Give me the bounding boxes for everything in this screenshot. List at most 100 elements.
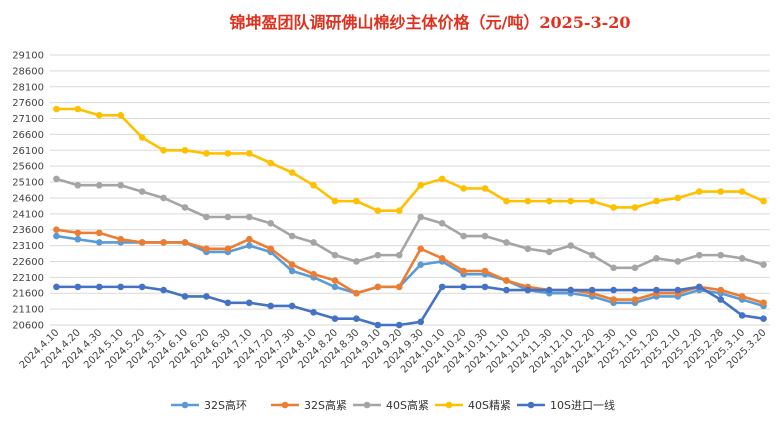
data-point: [395, 207, 403, 214]
data-point: [717, 251, 725, 259]
data-point: [224, 245, 232, 253]
data-point: [395, 251, 403, 259]
data-point: [481, 267, 489, 275]
data-point: [53, 175, 60, 183]
data-point: [545, 286, 553, 294]
data-point: [138, 283, 146, 291]
data-point: [631, 204, 639, 211]
data-point: [160, 239, 167, 246]
data-point: [374, 283, 382, 291]
data-point: [738, 312, 746, 319]
data-point: [395, 321, 403, 329]
data-point: [417, 181, 425, 189]
data-point: [74, 283, 82, 291]
data-point: [224, 213, 232, 221]
data-point: [460, 185, 467, 192]
data-point: [438, 220, 446, 227]
y-tick-label: 20600: [12, 321, 44, 332]
series-line: [56, 285, 764, 327]
data-point: [481, 232, 489, 240]
data-point: [245, 242, 253, 249]
data-point: [267, 159, 275, 167]
data-point: [203, 245, 210, 253]
data-point: [738, 254, 746, 262]
series-3: [53, 175, 767, 272]
data-point: [674, 194, 682, 202]
data-point: [117, 112, 125, 119]
data-point: [524, 197, 532, 205]
series-5: [53, 283, 767, 329]
series-4: [53, 105, 767, 214]
data-point: [74, 235, 82, 243]
data-point: [374, 251, 382, 259]
data-point: [417, 261, 425, 268]
legend-marker: [363, 401, 371, 409]
data-point: [631, 286, 639, 294]
data-point: [331, 197, 339, 205]
data-point: [695, 188, 703, 195]
data-point: [610, 296, 617, 303]
data-point: [567, 242, 575, 249]
data-point: [481, 283, 489, 291]
data-point: [353, 289, 360, 297]
data-point: [653, 254, 660, 262]
data-point: [545, 248, 553, 256]
data-point: [181, 146, 189, 154]
data-point: [53, 232, 60, 240]
y-tick-label: 28100: [12, 82, 44, 93]
data-point: [460, 232, 467, 240]
legend-item: 40S高紧: [353, 398, 429, 412]
data-point: [224, 299, 232, 307]
x-axis-ticks: 2024.4.102024.4.202024.4.302024.5.102024…: [18, 327, 769, 375]
data-point: [74, 105, 82, 113]
data-point: [631, 296, 639, 303]
data-point: [695, 283, 703, 291]
data-point: [588, 197, 596, 205]
series-layer: [53, 105, 767, 329]
data-point: [588, 251, 596, 259]
data-point: [74, 181, 82, 189]
data-point: [310, 270, 317, 278]
data-point: [331, 277, 339, 284]
y-tick-label: 28600: [12, 66, 44, 77]
legend-marker: [281, 401, 289, 409]
data-point: [353, 197, 360, 205]
y-tick-label: 22600: [12, 257, 44, 268]
series-line: [56, 107, 765, 212]
data-point: [288, 261, 296, 268]
data-point: [138, 188, 146, 195]
data-point: [545, 197, 553, 205]
data-point: [674, 258, 682, 265]
y-axis-ticks: 20600 21100 21600 22100 22600 23100 23600 24100…: [12, 51, 44, 332]
y-tick-label: 23600: [12, 225, 44, 236]
data-point: [503, 239, 510, 246]
data-point: [203, 213, 210, 221]
data-point: [138, 239, 146, 246]
legend-label: 32S高环: [204, 398, 247, 412]
y-tick-label: 27600: [12, 98, 44, 109]
y-tick-label: 22100: [12, 273, 44, 284]
y-tick-label: 25600: [12, 162, 44, 173]
data-point: [245, 299, 253, 307]
data-point: [395, 283, 403, 291]
data-point: [74, 229, 82, 237]
y-tick-label: 27100: [12, 114, 44, 125]
data-point: [610, 264, 617, 272]
data-point: [653, 197, 660, 205]
y-tick-label: 29100: [12, 51, 44, 62]
legend-marker: [527, 401, 535, 409]
data-point: [95, 181, 103, 189]
data-point: [503, 277, 510, 284]
y-tick-label: 23100: [12, 241, 44, 252]
data-point: [760, 197, 767, 205]
legend-label: 10S进口一线: [550, 398, 615, 412]
data-point: [310, 239, 317, 246]
legend-item: 32S高环: [171, 398, 247, 412]
data-point: [610, 204, 617, 211]
data-point: [181, 239, 189, 246]
data-point: [288, 267, 296, 275]
data-point: [95, 283, 103, 291]
data-point: [374, 207, 382, 214]
series-line: [56, 228, 764, 305]
data-point: [138, 134, 146, 141]
